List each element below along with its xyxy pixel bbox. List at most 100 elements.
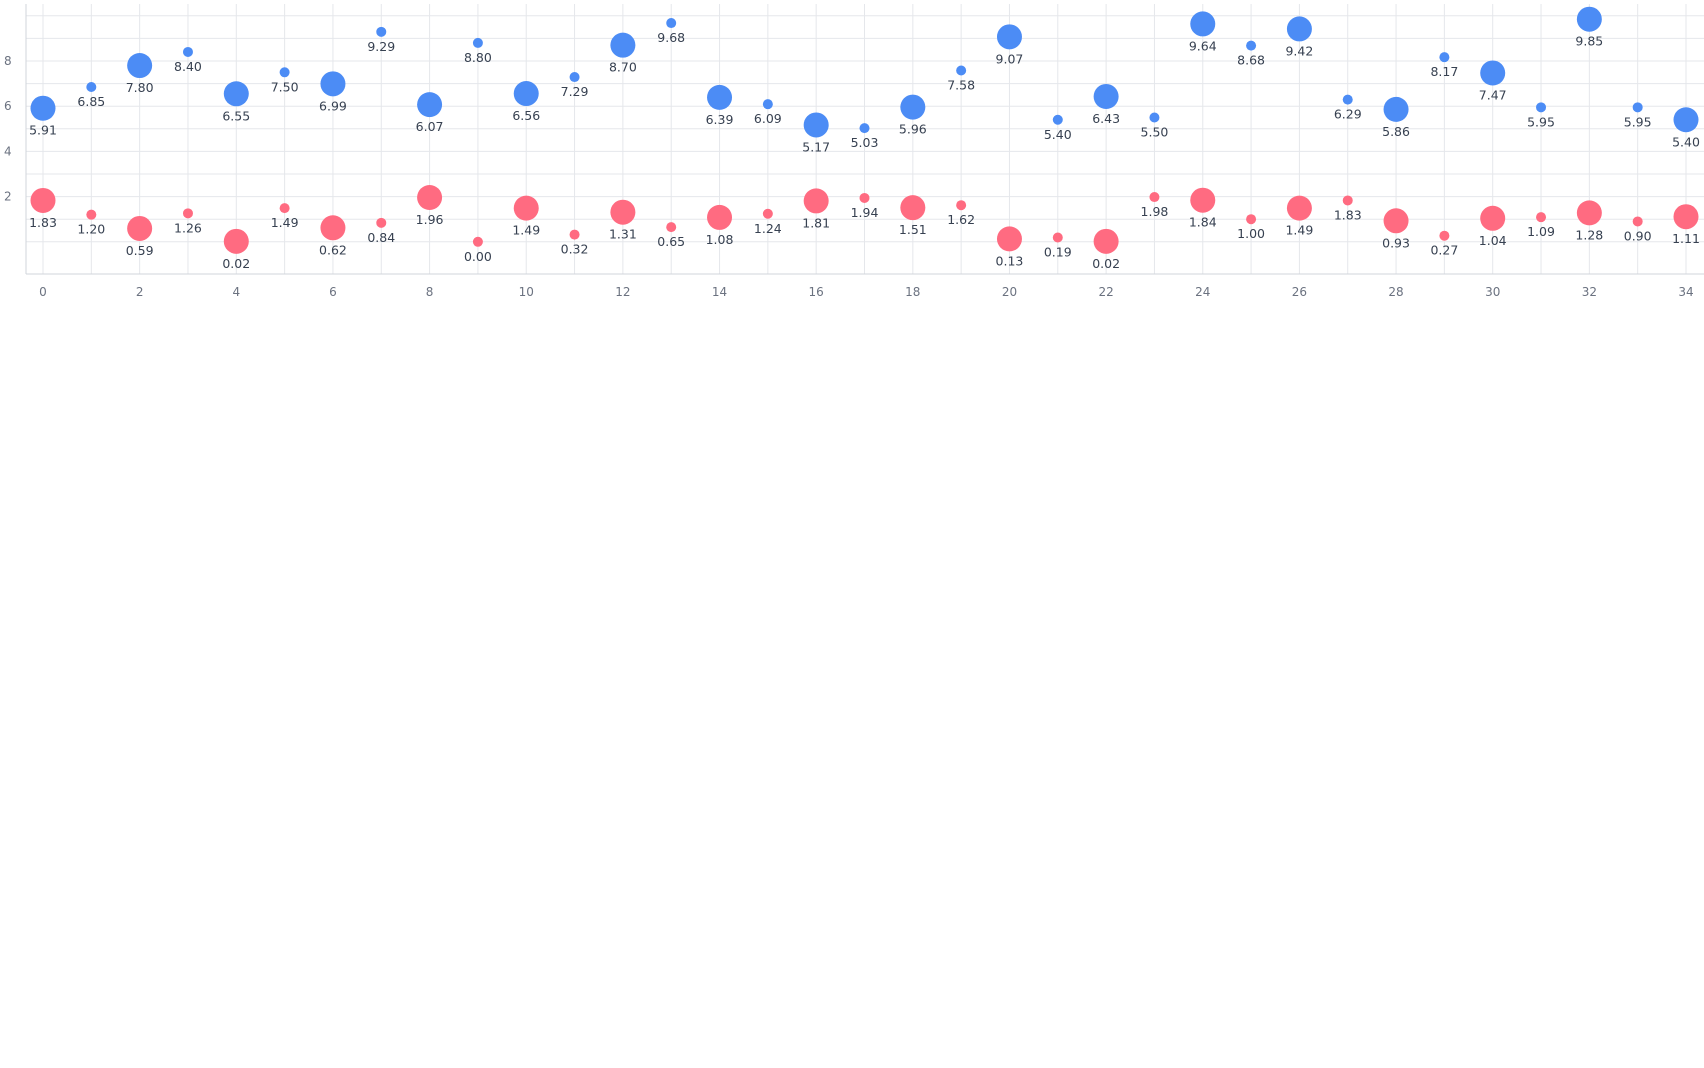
- bubble-point: [1093, 228, 1119, 254]
- bubble-point: [223, 228, 249, 254]
- bubble-point: [472, 236, 483, 247]
- bubble-point: [30, 187, 56, 213]
- x-tick-label: 32: [1582, 285, 1597, 299]
- y-tick-label: 8: [4, 54, 12, 68]
- bubble-point: [513, 81, 539, 107]
- bubble-point: [762, 208, 773, 219]
- bubble-point: [1632, 102, 1643, 113]
- data-label: 5.95: [1527, 114, 1555, 129]
- y-tick-label: 6: [4, 99, 12, 113]
- bubble-point: [610, 32, 636, 58]
- bubble-point: [1190, 187, 1216, 213]
- data-label: 0.32: [561, 242, 589, 257]
- data-label-layer: 5.91 6.85 7.80 8.40 6.55 7.50 6.99 9.29 6.07 8.80…: [29, 30, 1700, 271]
- bubble-point: [569, 229, 580, 240]
- x-tick-label: 0: [39, 285, 47, 299]
- x-tick-label: 2: [136, 285, 144, 299]
- bubble-point: [417, 92, 443, 118]
- x-tick-label: 20: [1002, 285, 1017, 299]
- x-tick-label: 14: [712, 285, 727, 299]
- data-label: 1.24: [754, 221, 782, 236]
- bubble-point: [127, 215, 153, 241]
- data-label: 0.13: [996, 253, 1024, 268]
- bubble-point: [1383, 96, 1409, 122]
- data-label: 5.95: [1624, 114, 1652, 129]
- bubble-point: [1052, 114, 1063, 125]
- data-label: 7.29: [561, 84, 589, 99]
- bubble-point: [513, 195, 539, 221]
- bubble-point: [956, 65, 967, 76]
- bubble-point: [320, 71, 346, 97]
- data-label: 6.43: [1092, 111, 1120, 126]
- data-label: 6.07: [416, 119, 444, 134]
- data-label: 6.29: [1334, 107, 1362, 122]
- x-tick-label: 4: [232, 285, 240, 299]
- bubble-point: [1149, 112, 1160, 123]
- x-tick-label: 22: [1098, 285, 1113, 299]
- bubble-point: [1246, 214, 1257, 225]
- data-label: 1.49: [271, 215, 299, 230]
- data-label: 1.94: [851, 205, 879, 220]
- bubble-point: [762, 99, 773, 110]
- y-tick-label: 4: [4, 144, 12, 158]
- bubble-point: [707, 204, 733, 230]
- data-label: 1.96: [416, 212, 444, 227]
- x-tick-label: 24: [1195, 285, 1210, 299]
- bubble-point: [182, 46, 193, 57]
- data-label: 8.80: [464, 50, 492, 65]
- data-label: 9.85: [1575, 34, 1603, 49]
- data-label: 0.27: [1430, 243, 1458, 258]
- data-label: 8.68: [1237, 53, 1265, 68]
- data-label: 0.65: [657, 234, 685, 249]
- data-label: 9.68: [657, 30, 685, 45]
- data-label: 9.42: [1285, 43, 1313, 58]
- bubble-point: [127, 53, 153, 79]
- bubble-point: [666, 222, 677, 233]
- x-tick-label: 6: [329, 285, 337, 299]
- bubble-point: [472, 37, 483, 48]
- bubble-point: [1342, 94, 1353, 105]
- data-label: 5.86: [1382, 124, 1410, 139]
- bubble-point: [1052, 232, 1063, 243]
- data-label: 1.20: [77, 222, 105, 237]
- bubble-point: [900, 94, 926, 120]
- data-label: 6.56: [512, 108, 540, 123]
- bubble-point: [569, 72, 580, 83]
- bubble-layer: [30, 6, 1699, 254]
- y-tick-label: 2: [4, 190, 12, 204]
- bubble-point: [666, 18, 677, 29]
- bubble-point: [1480, 205, 1506, 231]
- data-label: 1.09: [1527, 224, 1555, 239]
- data-label: 5.96: [899, 122, 927, 137]
- bubble-point: [1536, 212, 1547, 223]
- bubble-point: [1093, 83, 1119, 109]
- bubble-point: [376, 217, 387, 228]
- data-label: 1.04: [1479, 233, 1507, 248]
- bubble-point: [376, 26, 387, 37]
- bubble-point: [1576, 200, 1602, 226]
- data-label: 1.83: [29, 215, 57, 230]
- data-label: 1.81: [802, 215, 830, 230]
- data-label: 1.83: [1334, 207, 1362, 222]
- data-label: 0.62: [319, 242, 347, 257]
- bubble-point: [182, 208, 193, 219]
- data-label: 1.31: [609, 227, 637, 242]
- bubble-point: [1576, 6, 1602, 32]
- bubble-point: [1190, 11, 1216, 37]
- bubble-point: [1480, 60, 1506, 86]
- data-label: 1.98: [1141, 204, 1169, 219]
- x-tick-label: 18: [905, 285, 920, 299]
- bubble-point: [859, 192, 870, 203]
- bubble-point: [859, 123, 870, 134]
- data-label: 6.85: [77, 94, 105, 109]
- data-label: 9.29: [367, 39, 395, 54]
- bubble-point: [279, 67, 290, 78]
- bubble-point: [1342, 195, 1353, 206]
- data-label: 1.28: [1575, 227, 1603, 242]
- bubble-point: [30, 95, 56, 121]
- bubble-point: [1383, 208, 1409, 234]
- data-label: 5.40: [1044, 127, 1072, 142]
